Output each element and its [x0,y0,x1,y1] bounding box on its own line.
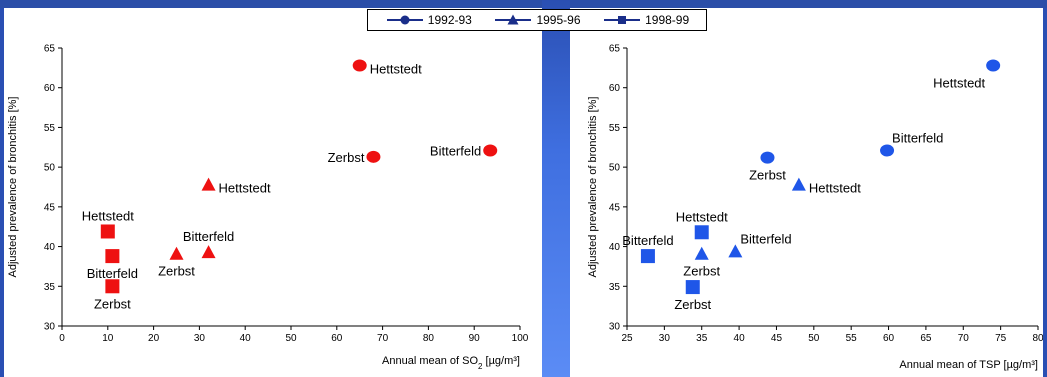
x-tick-label: 80 [423,333,435,344]
x-tick-label: 35 [696,333,708,344]
x-tick-label: 30 [659,333,671,344]
y-tick-label: 65 [44,44,56,55]
data-point-triangle [728,244,743,258]
data-point-label: Hettstedt [219,181,271,196]
data-point-circle [880,144,895,157]
x-tick-label: 20 [148,333,160,344]
x-tick-label: 60 [883,333,895,344]
data-point-square [640,249,655,264]
x-tick-label: 70 [377,333,389,344]
data-point-circle [986,59,1001,72]
data-point-square [685,280,700,295]
data-point-label: Bitterfeld [430,143,481,158]
x-tick-label: 30 [194,333,206,344]
y-tick-label: 35 [609,282,621,293]
y-tick-label: 30 [44,322,56,333]
legend-square-marker-icon [604,16,641,24]
y-tick-label: 30 [609,322,621,333]
y-tick-label: 55 [44,123,56,134]
data-point-square [100,224,115,239]
y-tick-label: 65 [609,44,621,55]
y-tick-label: 35 [44,282,56,293]
data-point-label: Bitterfeld [87,266,138,281]
x-tick-label: 45 [771,333,783,344]
legend-circle-marker-icon [386,15,423,25]
x-tick-label: 50 [808,333,820,344]
x-tick-label: 10 [102,333,114,344]
x-tick-label: 100 [512,333,529,344]
data-point-label: Zerbst [94,296,131,311]
data-point-triangle [201,177,216,191]
data-point-triangle [791,177,806,191]
data-point-label: Bitterfeld [183,229,234,244]
data-point-label: Hettstedt [676,209,728,224]
data-point-label: Zerbst [158,264,195,279]
x-tick-label: 65 [920,333,932,344]
data-point-label: Zerbst [674,297,711,312]
legend: 1992-93 1995-96 1998-99 [367,9,707,31]
data-point-circle [352,59,367,72]
data-point-square [105,249,120,264]
y-tick-label: 45 [44,202,56,213]
y-tick-label: 60 [44,83,56,94]
data-point-label: Hettstedt [370,61,422,76]
data-point-label: Hettstedt [82,208,134,223]
data-point-circle [483,144,498,157]
legend-label: 1995-96 [536,13,581,27]
x-tick-label: 25 [621,333,633,344]
data-point-triangle [694,246,709,260]
chart-panel-so2: 30 35 40 45 50 55 60 65 0 10 20 30 40 50 60 70 80 90 100 Ad… [4,8,542,377]
x-tick-label: 0 [59,333,65,344]
data-point-circle [366,150,381,163]
x-tick-label: 90 [469,333,481,344]
x-axis-title: Annual mean of TSP [µg/m³] [899,359,1038,371]
x-tick-label: 55 [846,333,858,344]
x-axis-title: Annual mean of SO2 [µg/m³] [382,355,520,371]
so2-scatter-chart: 30 35 40 45 50 55 60 65 0 10 20 30 40 50 60 70 80 90 100 Ad… [7,44,529,371]
data-point-triangle [169,246,184,260]
data-point-triangle [201,245,216,259]
y-tick-label: 45 [609,202,621,213]
y-tick-label: 55 [609,123,621,134]
center-divider [542,0,570,377]
y-axis-title: Adjusted prevalence of bronchitis [%] [7,97,19,278]
legend-item-2: 1995-96 [493,13,581,27]
data-point-label: Bitterfeld [892,130,943,145]
data-point-label: Bitterfeld [740,231,791,246]
data-point-label: Hettstedt [933,75,985,90]
legend-label: 1992-93 [427,13,472,27]
x-tick-label: 75 [995,333,1007,344]
y-tick-label: 60 [609,83,621,94]
data-point-label: Zerbst [328,150,365,165]
legend-item-1: 1992-93 [385,13,472,27]
data-point-label: Hettstedt [809,181,861,196]
x-tick-label: 70 [958,333,970,344]
legend-label: 1998-99 [645,13,690,27]
data-point-label: Zerbst [683,264,720,279]
data-point-label: Zerbst [749,168,786,183]
x-tick-label: 40 [240,333,252,344]
data-point-square [694,225,709,240]
legend-triangle-marker-icon [495,14,532,25]
x-tick-label: 40 [734,333,746,344]
y-tick-label: 40 [609,242,621,253]
y-axis-title: Adjusted prevalence of bronchitis [%] [587,97,599,278]
x-tick-label: 60 [331,333,343,344]
data-point-circle [760,151,775,164]
top-band [0,0,1047,8]
data-point-label: Bitterfeld [622,233,673,248]
data-point-square [105,279,120,294]
y-tick-label: 50 [44,163,56,174]
legend-item-3: 1998-99 [602,13,689,27]
y-tick-label: 40 [44,242,56,253]
y-tick-label: 50 [609,163,621,174]
x-tick-label: 50 [285,333,297,344]
chart-panel-tsp: 30 35 40 45 50 55 60 65 25 30 35 40 45 50 55 60 65 70 75 80… [570,8,1043,377]
x-tick-label: 80 [1032,333,1043,344]
